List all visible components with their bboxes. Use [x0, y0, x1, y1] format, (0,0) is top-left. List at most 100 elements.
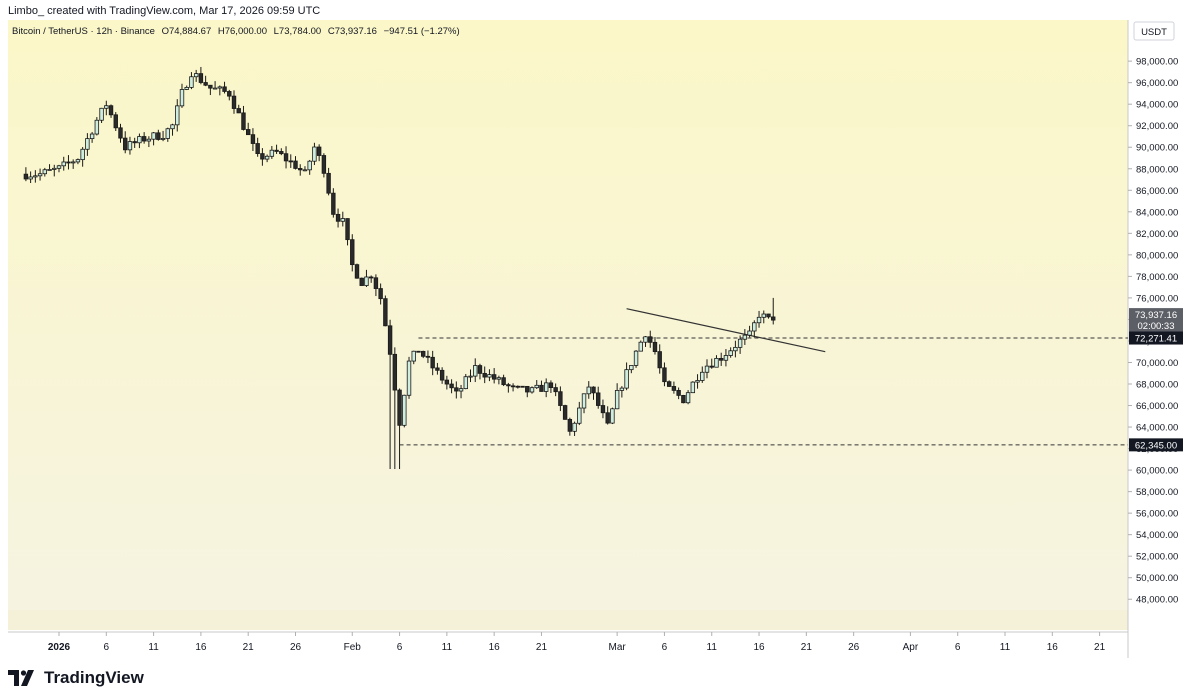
tradingview-logo[interactable]: TradingView	[8, 666, 144, 690]
candle-up	[695, 380, 700, 383]
candle-down	[331, 192, 336, 215]
candle-up	[75, 159, 81, 163]
candle-up	[487, 374, 492, 378]
candle-up	[52, 167, 57, 170]
candle-up	[747, 330, 752, 336]
plot-bottom-margin	[8, 610, 1128, 630]
candle-down	[350, 239, 355, 266]
time-tick-label: Apr	[903, 642, 919, 653]
candle-down	[671, 386, 677, 391]
price-tick-label: 56,000.00	[1136, 509, 1178, 520]
candle-down	[421, 350, 426, 357]
candle-down	[501, 377, 506, 386]
candle-up	[302, 169, 308, 172]
candle-up	[269, 149, 275, 157]
candle-down	[491, 374, 497, 380]
candle-up	[165, 128, 170, 139]
candle-down	[416, 350, 421, 353]
candle-down	[373, 277, 379, 289]
candle-up	[193, 73, 199, 78]
candle-down	[383, 298, 388, 327]
candle-down	[709, 365, 714, 368]
price-tick-label: 76,000.00	[1136, 293, 1178, 304]
currency-button[interactable]	[1133, 21, 1175, 41]
candle-down	[203, 82, 208, 86]
price-tick-label: 82,000.00	[1136, 229, 1178, 240]
candle-down	[321, 155, 327, 174]
candle-down	[245, 129, 251, 136]
candle-up	[463, 376, 468, 390]
price-tick-label: 50,000.00	[1136, 573, 1178, 584]
price-tick-label: 64,000.00	[1136, 423, 1178, 434]
candle-up	[47, 169, 52, 171]
time-tick-label: 11	[148, 642, 159, 653]
candle-down	[662, 367, 667, 383]
price-tick-label: 48,000.00	[1136, 595, 1178, 606]
time-tick-label: 16	[1047, 642, 1059, 653]
candle-up	[704, 365, 710, 373]
candle-up	[80, 148, 85, 161]
price-tag-box	[1129, 308, 1183, 333]
time-tick-label: 21	[1094, 642, 1106, 653]
high-value: H76,000.00	[218, 26, 267, 37]
candle-up	[543, 382, 549, 392]
candle-down	[520, 385, 525, 388]
symbol-info: Bitcoin / TetherUS · 12h · Binance O74,8…	[12, 26, 460, 37]
price-chart[interactable]: Bitcoin / TetherUS · 12h · Binance O74,8…	[0, 20, 1200, 660]
candle-up	[37, 173, 43, 177]
time-tick-label: 2026	[48, 642, 71, 653]
candle-down	[652, 341, 658, 353]
candle-down	[506, 384, 511, 387]
candle-down	[141, 136, 147, 142]
candle-up	[312, 146, 317, 162]
candle-down	[567, 418, 573, 432]
candle-down	[477, 365, 483, 374]
time-tick-label: 16	[195, 642, 207, 653]
candle-down	[23, 173, 29, 180]
candle-down	[156, 132, 161, 140]
candle-up	[70, 161, 76, 164]
candle-up	[752, 322, 757, 332]
candle-down	[591, 386, 596, 394]
time-tick-label: 26	[848, 642, 860, 653]
time-tick-label: 6	[662, 642, 668, 653]
candle-up	[468, 375, 473, 378]
time-tick-label: 11	[1000, 642, 1011, 653]
tradingview-logo-icon	[8, 670, 34, 686]
candle-down	[771, 316, 776, 321]
candle-up	[212, 87, 218, 90]
candle-down	[766, 313, 771, 318]
candle-down	[260, 153, 265, 160]
price-tick-label: 52,000.00	[1136, 552, 1178, 563]
price-tag-value: 62,345.00	[1135, 440, 1177, 451]
candle-up	[33, 175, 38, 178]
candle-up	[217, 86, 223, 89]
candle-down	[335, 213, 341, 222]
time-tick-label: 16	[753, 642, 765, 653]
close-value: C73,937.16	[328, 26, 377, 37]
candle-up	[28, 176, 33, 180]
candle-down	[548, 382, 554, 389]
candle-up	[104, 105, 109, 109]
candle-down	[553, 387, 558, 393]
candle-down	[681, 395, 686, 404]
candle-down	[293, 160, 298, 169]
time-tick-label: 21	[536, 642, 548, 653]
candle-up	[160, 138, 166, 140]
candle-down	[449, 383, 454, 389]
time-tick-label: Mar	[609, 642, 627, 653]
candle-up	[264, 155, 270, 160]
candle-up	[127, 141, 133, 151]
symbol-name: Bitcoin / TetherUS · 12h · Binance	[12, 26, 155, 37]
candle-up	[137, 136, 142, 144]
candle-up	[89, 133, 95, 140]
candle-down	[378, 288, 383, 300]
time-tick-label: Feb	[344, 642, 362, 653]
candle-up	[733, 346, 738, 352]
horizontal-levels	[399, 337, 1128, 446]
trendline-group	[626, 308, 826, 353]
candle-down	[279, 151, 284, 155]
candle-up	[638, 341, 643, 352]
candle-up	[723, 355, 729, 361]
tradingview-logo-text: TradingView	[44, 668, 144, 687]
